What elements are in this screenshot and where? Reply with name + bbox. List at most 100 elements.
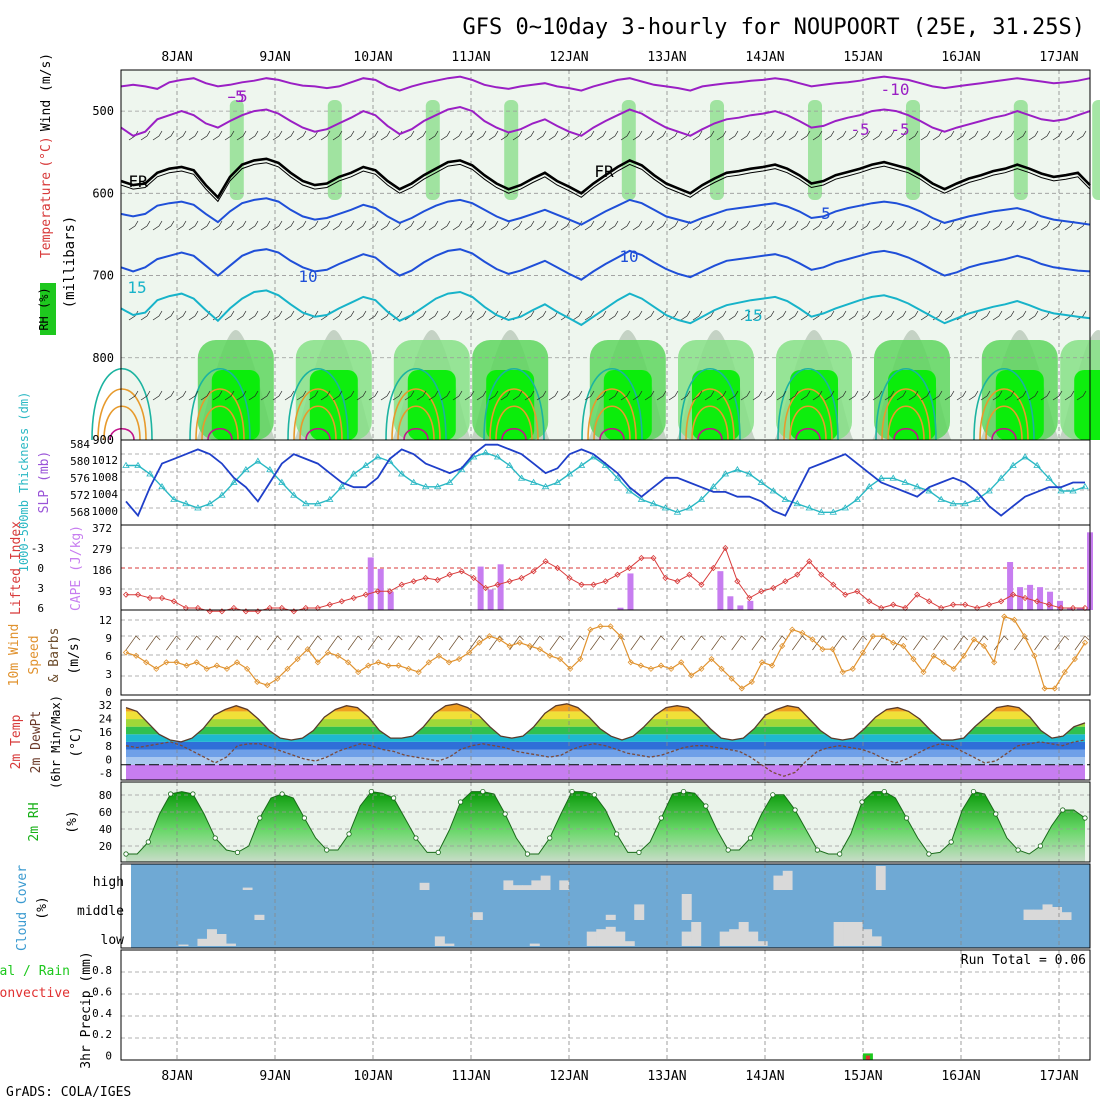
upper-wind-barb	[572, 220, 583, 231]
rh-point	[970, 788, 977, 795]
cloud-bar	[586, 931, 597, 946]
upper-wind-barb	[560, 390, 571, 401]
wind-point	[466, 649, 473, 656]
thickness-point	[1069, 487, 1077, 494]
wind-barb	[650, 635, 666, 651]
wind-point	[486, 633, 493, 640]
precip-convective-bar	[865, 1055, 870, 1060]
upper-wind-barb	[992, 130, 1003, 141]
thickness-point	[877, 474, 885, 481]
lifted-point	[1045, 601, 1053, 608]
cloud-axis-label-a: Cloud Cover	[15, 865, 30, 951]
temp-contour-low	[881, 388, 931, 441]
upper-wind-barb	[428, 130, 439, 141]
cape-bar	[737, 605, 744, 610]
thickness-tick: 572	[70, 489, 90, 502]
rh-tick: 40	[99, 823, 112, 836]
upper-wind-barb	[716, 220, 727, 231]
upper-wind-barb	[992, 220, 1003, 231]
upper-wind-barb	[608, 220, 619, 231]
upper-wind-barb	[800, 220, 811, 231]
upper-wind-barb	[368, 130, 379, 141]
date-tick-bottom: 12JAN	[549, 1069, 588, 1084]
thickness-point	[841, 504, 849, 511]
wind-barb	[913, 635, 928, 651]
upper-wind-barb	[932, 220, 943, 231]
upper-wind-barb	[836, 220, 847, 231]
upper-wind-barb	[968, 310, 979, 321]
rh-point	[658, 815, 664, 821]
upper-wind-barb	[824, 390, 835, 401]
cloud-axis-label-b: (%)	[35, 896, 50, 919]
upper-wind-barb	[740, 130, 751, 141]
wind-point	[355, 669, 362, 676]
temp-contour-low	[299, 405, 337, 441]
date-tick-bottom: 10JAN	[353, 1069, 392, 1084]
thickness-point	[1045, 474, 1053, 481]
upper-wind-barb	[908, 130, 919, 141]
lifted-point	[746, 594, 753, 602]
lifted-point	[650, 554, 657, 562]
wind-point	[1011, 616, 1018, 623]
upper-wind-barb	[488, 130, 499, 141]
upper-wind-barb	[728, 390, 739, 401]
wind-point	[193, 659, 200, 666]
wind-point	[1001, 613, 1008, 620]
temp-contour-low	[697, 427, 723, 441]
wind-point	[274, 675, 281, 682]
wind-point	[1021, 633, 1028, 640]
upper-wind-barb	[800, 310, 811, 321]
thickness-point	[577, 461, 586, 468]
upper-wind-barb	[1016, 130, 1027, 141]
cape-bar	[727, 596, 734, 610]
wind-point	[708, 655, 715, 663]
temp-band	[126, 764, 1085, 780]
cloud-bar	[197, 938, 208, 946]
upper-wind-barb	[1016, 310, 1027, 321]
thickness-point	[997, 474, 1005, 481]
thickness-tick: 576	[70, 472, 90, 485]
lifted-point	[146, 594, 154, 602]
temp-band	[126, 749, 1085, 758]
wind-barb	[691, 635, 706, 651]
thickness-point	[541, 482, 550, 490]
upper-wind-barb	[272, 220, 283, 231]
temp-contour-low	[385, 367, 447, 441]
upper-wind-barb	[1064, 390, 1075, 401]
date-tick-top: 16JAN	[941, 50, 980, 65]
thickness-point	[709, 482, 718, 490]
temp-contour-low	[91, 367, 153, 441]
wind-barb	[993, 635, 1009, 651]
cape-bar	[1067, 607, 1074, 610]
thickness-point	[925, 487, 933, 494]
cloud-bar	[178, 944, 189, 946]
upper-wind-barb	[548, 390, 559, 401]
upper-wind-barb	[860, 130, 871, 141]
wind-point	[869, 633, 877, 640]
thickness-point	[505, 461, 514, 468]
temp-line	[125, 703, 1086, 743]
wind-barb	[933, 635, 948, 651]
pressure-tick: 600	[92, 186, 114, 200]
wind-point	[587, 626, 594, 633]
lifted-point	[818, 571, 825, 578]
cloud-bar	[681, 894, 692, 920]
cloud-bar	[225, 943, 236, 946]
lifted-point	[698, 581, 705, 588]
upper-wind-barb	[968, 130, 979, 141]
contour-label: 5	[821, 204, 831, 223]
wind-point	[1041, 685, 1048, 692]
lifted-point	[494, 581, 501, 588]
wind-point	[526, 642, 533, 650]
date-tick-bottom: 17JAN	[1039, 1069, 1078, 1084]
upper-wind-barb	[788, 130, 799, 141]
upper-wind-barb	[1040, 220, 1051, 231]
wind-point	[728, 675, 735, 682]
wind-point	[829, 646, 836, 653]
run-total-label: Run Total = 0.06	[961, 953, 1086, 968]
thickness-point	[949, 499, 957, 507]
rh-point	[837, 851, 843, 857]
thickness-point	[314, 499, 322, 507]
upper-wind-barb	[920, 130, 931, 141]
temp-contour-low	[489, 388, 539, 441]
